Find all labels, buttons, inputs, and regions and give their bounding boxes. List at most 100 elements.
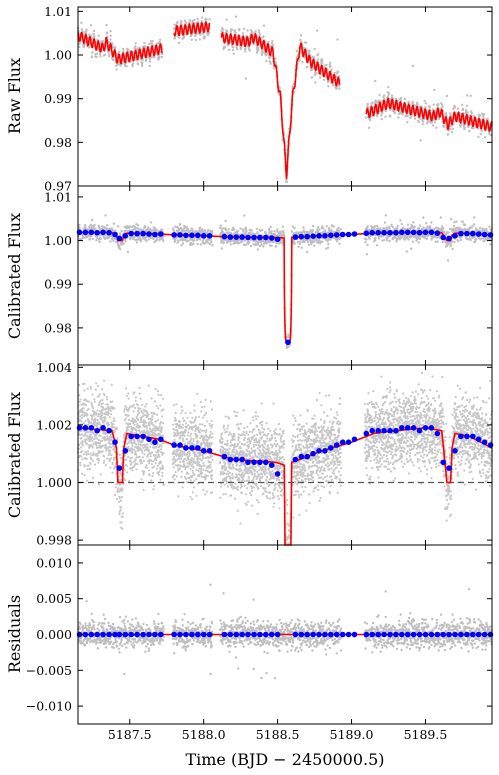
binned-point bbox=[387, 229, 393, 236]
binned-point bbox=[298, 453, 305, 460]
binned-point bbox=[122, 233, 129, 239]
y-tick-label: −0.005 bbox=[26, 663, 72, 678]
calibrated-flux-zoom-model bbox=[76, 425, 494, 546]
binned-point bbox=[363, 430, 370, 437]
binned-point bbox=[82, 229, 89, 236]
binned-point bbox=[410, 631, 417, 638]
binned-point bbox=[268, 631, 275, 638]
binned-point bbox=[263, 631, 269, 638]
binned-point bbox=[158, 631, 164, 638]
binned-point bbox=[387, 427, 393, 434]
binned-point bbox=[345, 231, 352, 238]
binned-point bbox=[195, 445, 201, 451]
y-tick-label: −0.010 bbox=[26, 699, 72, 714]
binned-point bbox=[434, 631, 441, 638]
binned-point bbox=[470, 230, 476, 237]
binned-point bbox=[422, 229, 429, 236]
binned-point bbox=[134, 631, 140, 638]
binned-point bbox=[470, 433, 476, 440]
binned-point bbox=[428, 631, 435, 638]
binned-point bbox=[140, 230, 146, 237]
binned-point bbox=[122, 448, 129, 454]
calibrated-flux-ylabel: Calibrated Flux bbox=[5, 213, 24, 339]
binned-point bbox=[233, 631, 239, 638]
binned-point bbox=[128, 631, 134, 638]
binned-point bbox=[292, 456, 299, 463]
raw-flux-ylabel: Raw Flux bbox=[5, 58, 24, 134]
binned-point bbox=[171, 232, 177, 238]
x-tick-label: 5188.5 bbox=[256, 727, 300, 742]
binned-point bbox=[416, 631, 423, 638]
binned-point bbox=[257, 234, 263, 241]
y-tick-label: 1.002 bbox=[36, 417, 72, 432]
binned-point bbox=[481, 439, 488, 446]
binned-point bbox=[274, 471, 281, 477]
binned-point bbox=[263, 459, 269, 466]
residuals-ylabel: Residuals bbox=[5, 595, 24, 673]
binned-point bbox=[333, 631, 340, 638]
binned-point bbox=[106, 631, 112, 638]
binned-point bbox=[285, 339, 291, 346]
binned-point bbox=[410, 425, 417, 431]
binned-point bbox=[464, 631, 470, 638]
binned-point bbox=[310, 631, 316, 638]
binned-point bbox=[446, 631, 452, 638]
binned-point bbox=[221, 453, 228, 460]
binned-point bbox=[245, 234, 251, 241]
binned-point bbox=[183, 445, 189, 451]
binned-point bbox=[399, 425, 405, 431]
y-tick-label: 0.98 bbox=[44, 320, 72, 335]
binned-point bbox=[393, 229, 399, 236]
binned-point bbox=[239, 456, 245, 463]
binned-point bbox=[189, 631, 195, 638]
binned-point bbox=[416, 229, 423, 236]
binned-point bbox=[88, 229, 95, 236]
y-tick-label: 0.998 bbox=[36, 533, 72, 548]
binned-point bbox=[422, 425, 429, 431]
x-tick-label: 5188.0 bbox=[182, 727, 226, 742]
binned-point bbox=[428, 229, 435, 236]
binned-point bbox=[434, 430, 441, 437]
binned-point bbox=[328, 631, 334, 638]
binned-point bbox=[206, 448, 213, 454]
binned-point bbox=[446, 235, 452, 242]
binned-point bbox=[333, 442, 340, 448]
binned-point bbox=[292, 234, 299, 240]
binned-point bbox=[434, 230, 441, 236]
binned-point bbox=[481, 231, 488, 238]
calibrated-flux-model bbox=[76, 229, 494, 346]
binned-point bbox=[257, 631, 263, 638]
binned-point bbox=[146, 436, 152, 443]
binned-point bbox=[440, 234, 447, 241]
calibrated-flux-zoom-ylabel: Calibrated Flux bbox=[5, 392, 24, 518]
binned-point bbox=[316, 448, 322, 454]
y-tick-label: 1.00 bbox=[44, 48, 72, 63]
binned-point bbox=[158, 436, 164, 443]
binned-point bbox=[440, 459, 447, 466]
binned-point bbox=[470, 631, 476, 638]
binned-point bbox=[227, 456, 234, 463]
binned-point bbox=[304, 453, 311, 460]
binned-point bbox=[345, 439, 352, 446]
binned-point bbox=[106, 427, 112, 434]
binned-point bbox=[183, 631, 189, 638]
binned-point bbox=[140, 433, 146, 440]
y-tick-label: 1.000 bbox=[36, 475, 72, 490]
binned-point bbox=[458, 631, 464, 638]
panel-raw-flux: 0.97 0.98 0.99 1.00 1.01 Raw Flux bbox=[5, 4, 494, 194]
binned-point bbox=[177, 631, 183, 638]
binned-point bbox=[458, 230, 464, 237]
panel-residuals: −0.010 −0.005 0.000 0.005 0.010 5187.5 5188.0 5… bbox=[5, 544, 494, 742]
binned-point bbox=[251, 234, 257, 241]
binned-point bbox=[322, 448, 328, 454]
binned-point bbox=[134, 433, 140, 440]
binned-point bbox=[399, 229, 405, 236]
y-tick-label: 1.01 bbox=[44, 189, 72, 204]
binned-point bbox=[369, 427, 376, 434]
binned-point bbox=[221, 233, 228, 240]
binned-point bbox=[363, 230, 370, 236]
binned-point bbox=[369, 631, 376, 638]
binned-point bbox=[452, 631, 458, 638]
binned-point bbox=[345, 631, 352, 638]
